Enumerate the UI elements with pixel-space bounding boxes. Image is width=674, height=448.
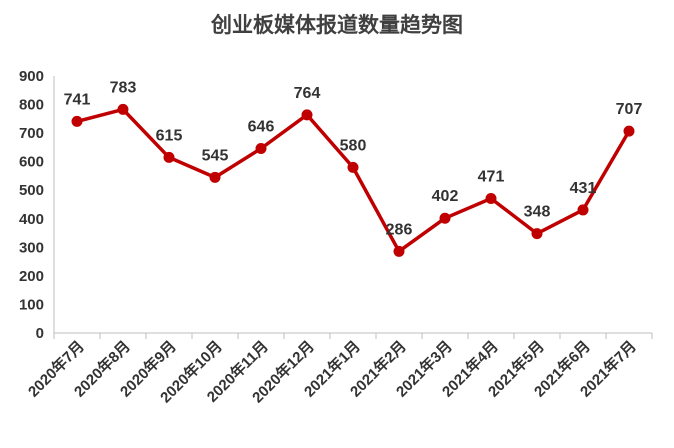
data-label: 286	[386, 221, 413, 238]
y-tick-label: 900	[19, 68, 44, 85]
data-label: 707	[616, 101, 643, 118]
data-point	[347, 161, 359, 173]
y-tick-label: 100	[19, 296, 44, 313]
data-point	[485, 193, 497, 205]
data-label: 646	[248, 119, 275, 136]
data-point	[393, 245, 405, 257]
y-tick-label: 400	[19, 211, 44, 228]
data-label: 471	[478, 169, 505, 186]
y-tick-label: 300	[19, 239, 44, 256]
x-tick-labels: 2020年7月2020年8月2020年9月2020年10月2020年11月202…	[24, 333, 653, 406]
data-points	[71, 103, 635, 257]
data-label: 545	[202, 147, 229, 164]
y-tick-labels: 0 100 200 300 400 500 600 700 800 900	[19, 68, 44, 342]
data-point	[255, 143, 267, 155]
data-point	[71, 115, 83, 127]
data-point	[301, 109, 313, 121]
data-label: 348	[524, 204, 551, 221]
data-label: 741	[64, 91, 91, 108]
data-label: 783	[110, 79, 137, 96]
y-tick-label: 700	[19, 125, 44, 142]
data-label: 764	[294, 85, 321, 102]
data-point	[163, 151, 175, 163]
data-point	[531, 228, 543, 240]
data-point	[117, 103, 129, 115]
data-label: 580	[340, 137, 367, 154]
data-labels: 741 783 615 545 646 764 580 286 402 471 348 431 707	[64, 79, 643, 238]
y-tick-label: 500	[19, 182, 44, 199]
y-tick-label: 600	[19, 154, 44, 171]
data-label: 431	[570, 180, 597, 197]
data-point	[577, 204, 589, 216]
data-point	[439, 212, 451, 224]
data-point	[623, 125, 635, 137]
y-tick-label: 200	[19, 268, 44, 285]
data-label: 615	[156, 127, 183, 144]
data-label: 402	[432, 188, 459, 205]
y-tick-label: 0	[36, 325, 44, 342]
chart-title: 创业板媒体报道数量趋势图	[210, 12, 463, 37]
data-point	[209, 171, 221, 183]
y-tick-label: 800	[19, 97, 44, 114]
